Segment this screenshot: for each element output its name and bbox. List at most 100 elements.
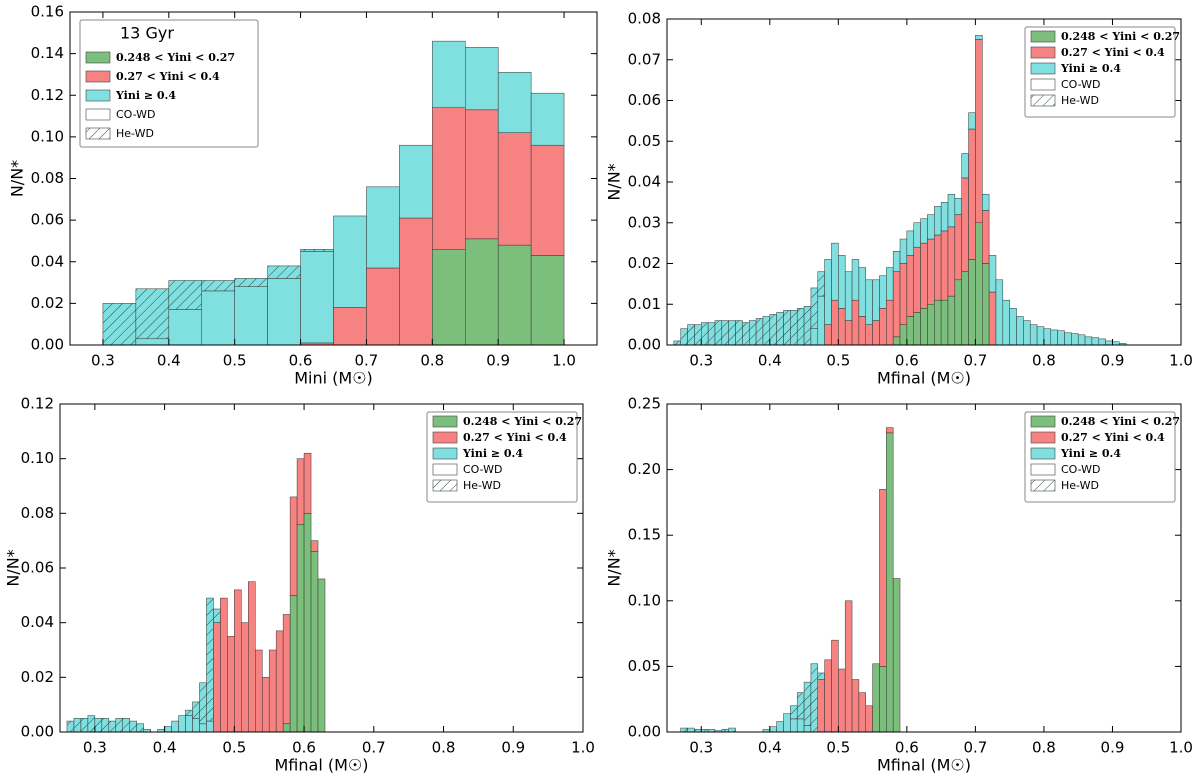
bar-segment (742, 322, 750, 346)
x-tick-label: 0.5 (223, 352, 247, 370)
bar-segment (810, 328, 819, 346)
bar-segment (366, 267, 400, 346)
bar-segment (465, 109, 499, 240)
bar-segment (831, 639, 839, 733)
bar-segment (1002, 299, 1010, 346)
bar-segment (844, 600, 853, 733)
bar-segment (947, 193, 956, 228)
bar-segment (961, 271, 969, 346)
legend-swatch (432, 463, 458, 476)
bar-segment (783, 310, 791, 346)
bar-segment (796, 308, 805, 346)
bar-segment (879, 666, 887, 733)
x-tick-label: 0.4 (758, 352, 782, 370)
y-tick-label: 0.08 (628, 10, 661, 28)
bar-segment (192, 701, 200, 719)
legend-label: 0.248 < Yini < 0.27 (1061, 30, 1180, 43)
bar-segment (844, 320, 853, 346)
bar-segment (102, 303, 137, 346)
bar-segment (1050, 329, 1058, 346)
bar-segment (687, 324, 695, 346)
y-tick-label: 0.10 (628, 591, 661, 609)
bar-segment (865, 705, 873, 733)
bar-segment (899, 324, 908, 346)
y-tick-label: 0.00 (21, 723, 54, 741)
bar-segment (831, 242, 839, 301)
bar-segment (206, 720, 214, 733)
bar-segment (530, 92, 565, 146)
bar-segment (817, 271, 825, 297)
bar-segment (465, 238, 499, 346)
x-tick-label: 0.7 (355, 352, 379, 370)
bar-segment (136, 723, 144, 733)
bar-segment (317, 578, 326, 733)
bar-segment (838, 308, 846, 346)
legend-swatch (1030, 431, 1056, 444)
y-tick-label: 0.12 (31, 86, 64, 104)
bar-segment (1071, 333, 1079, 346)
bar-segment (282, 614, 291, 725)
x-tick-label: 0.8 (1032, 739, 1056, 757)
bar-segment (886, 299, 894, 346)
bar-segment (906, 230, 914, 256)
bar-segment (1064, 332, 1072, 346)
bar-segment (735, 320, 743, 346)
y-tick-label: 0.02 (628, 254, 661, 272)
legend-frame (426, 411, 578, 503)
x-tick-label: 1.0 (552, 352, 576, 370)
bar-segment (920, 242, 928, 309)
bar-segment (975, 222, 983, 346)
legend-label: CO-WD (463, 463, 503, 476)
bar-segment (168, 309, 202, 346)
bar-segment (248, 581, 256, 733)
bar-segment (687, 727, 695, 733)
x-axis-label: Mfinal (M☉) (877, 369, 971, 388)
bar-segment (1023, 320, 1031, 346)
bar-segment (530, 144, 565, 256)
bar-segment (790, 718, 798, 733)
bar-segment (988, 255, 997, 293)
bar-segment (673, 340, 681, 346)
bar-segment (803, 681, 812, 726)
y-tick-label: 0.10 (21, 449, 54, 467)
bar-segment (94, 718, 103, 733)
bar-segment (940, 299, 949, 346)
legend-label: He-WD (1061, 479, 1099, 492)
bar-segment (790, 705, 798, 720)
legend-label: He-WD (463, 479, 501, 492)
y-tick-label: 0.07 (628, 50, 661, 68)
y-tick-label: 0.05 (628, 657, 661, 675)
bar-segment (261, 677, 270, 733)
bar-segment (432, 40, 466, 108)
bar-segment (1091, 337, 1100, 346)
bar-segment (755, 318, 764, 346)
bar-segment (234, 278, 268, 287)
bar-segment (255, 649, 263, 733)
bar-segment (961, 153, 969, 179)
bar-segment (267, 265, 301, 279)
x-tick-label: 1.0 (571, 739, 595, 757)
bar-segment (947, 226, 956, 297)
bar-segment (199, 682, 207, 725)
legend: 13 Gyr 0.248 < Yini < 0.27 0.27 < Yini < 0… (79, 19, 259, 148)
bar-segment (940, 202, 949, 232)
bar-segment (432, 107, 466, 250)
x-tick-label: 0.9 (501, 739, 525, 757)
bar-segment (872, 279, 880, 321)
bar-segment (1105, 340, 1113, 346)
bar-segment (1029, 324, 1038, 346)
bar-segment (790, 310, 798, 346)
y-tick-label: 0.00 (628, 336, 661, 354)
bar-segment (968, 259, 976, 346)
bar-segment (199, 723, 207, 733)
legend-label: Yini ≥ 0.4 (462, 447, 523, 460)
bar-segment (899, 263, 908, 325)
x-tick-label: 1.0 (1169, 352, 1193, 370)
bar-segment (694, 324, 702, 346)
bar-segment (899, 238, 908, 264)
bar-segment (333, 215, 367, 308)
legend-swatch (85, 51, 111, 64)
x-tick-label: 0.8 (420, 352, 444, 370)
legend-label: Yini ≥ 0.4 (1060, 447, 1121, 460)
